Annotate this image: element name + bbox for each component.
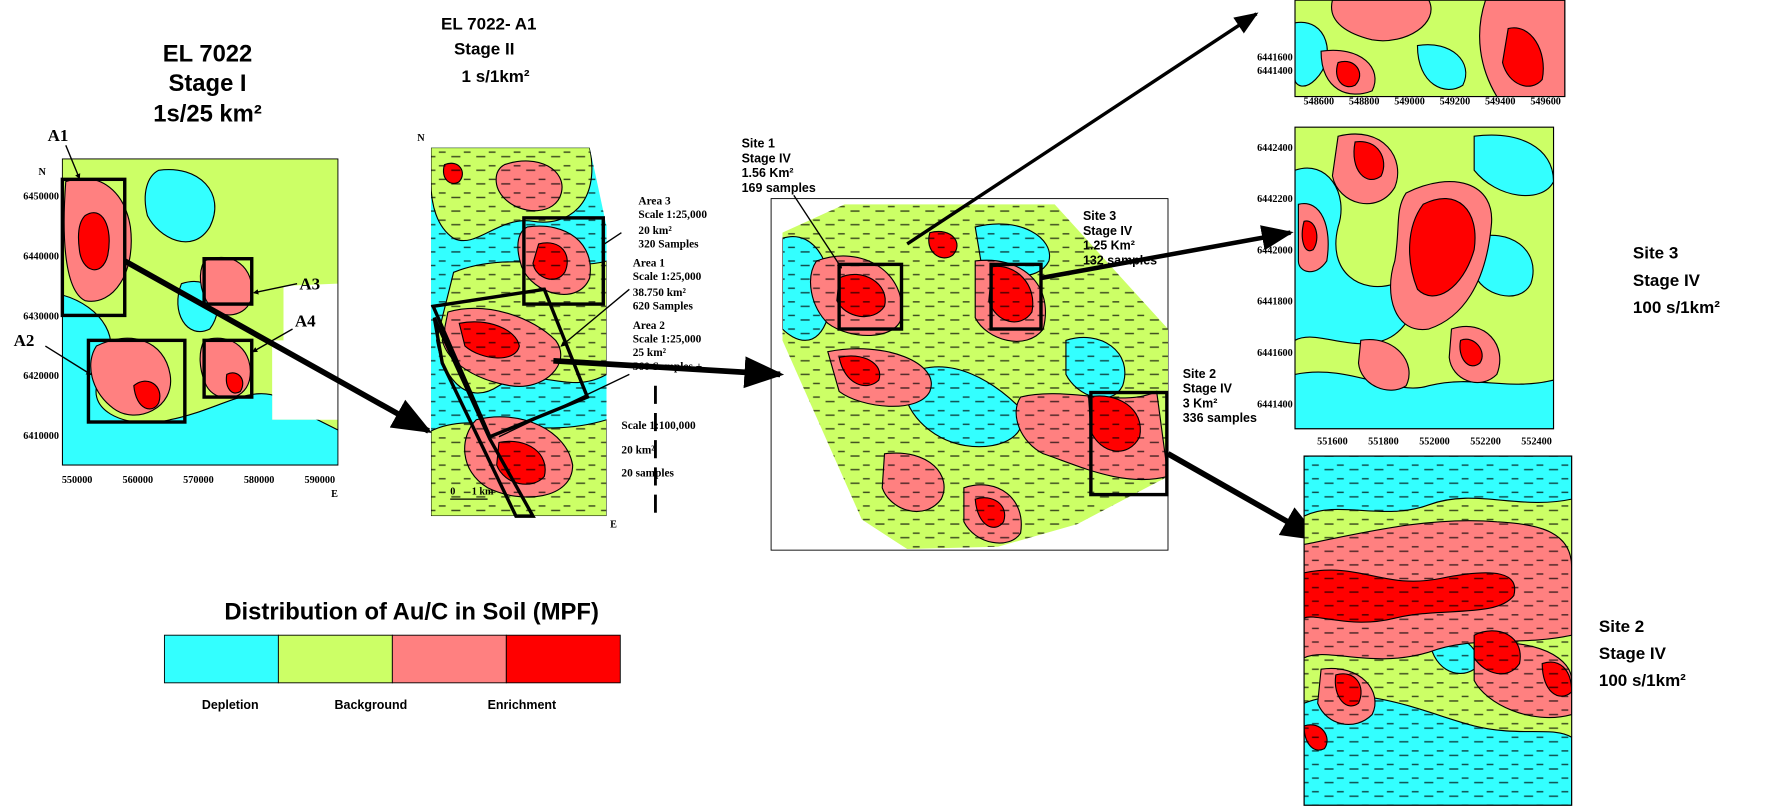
x-tick-label: 551800: [1368, 437, 1399, 448]
stage1-title: 1s/25 km²: [153, 101, 262, 128]
site-label: Site 3: [1083, 209, 1116, 223]
site-label: Site 1: [742, 137, 775, 151]
stage2-title: Stage II: [454, 40, 514, 59]
east-label: E: [610, 519, 617, 530]
area-note: Scale 1:100,000: [621, 420, 696, 432]
site-label: 1.25 Km²: [1083, 239, 1135, 253]
legend-swatch: [163, 634, 279, 684]
stage1-title: Stage I: [169, 70, 247, 97]
x-tick-label: 549400: [1485, 96, 1516, 107]
x-tick-label: 580000: [244, 475, 275, 486]
area-note: Area 3: [638, 195, 671, 207]
east-label: E: [331, 489, 338, 500]
stage1-title: EL 7022: [163, 40, 253, 67]
area-note: 620 Samples: [633, 301, 694, 313]
site-label: 132 samples: [1083, 253, 1157, 267]
site1-map: [1294, 0, 1565, 97]
axis-ticks: 550000 560000 570000 580000 590000 6410000 642…: [23, 52, 1561, 486]
y-tick-label: 6450000: [23, 192, 59, 203]
stage2-title: 1 s/1km²: [462, 67, 530, 86]
area-note: 20 km²: [638, 225, 672, 237]
legend: Depletion Background Enrichment: [163, 634, 621, 712]
scale-bar-label: 1 km: [472, 487, 494, 498]
site-label: 169 samples: [742, 181, 816, 195]
area-label: A2: [14, 331, 35, 350]
area-label: A4: [295, 312, 316, 331]
area-note: 20 samples: [621, 467, 674, 479]
y-tick-label: 6441400: [1257, 66, 1293, 77]
scale-bar-label: 0: [450, 487, 455, 498]
legend-label: Depletion: [202, 698, 259, 712]
site-label: Site 2: [1183, 367, 1216, 381]
legend-swatch: [505, 634, 621, 684]
x-tick-label: 552000: [1419, 437, 1450, 448]
y-tick-label: 6441400: [1257, 399, 1293, 410]
y-tick-label: 6442400: [1257, 143, 1293, 154]
x-tick-label: 552200: [1470, 437, 1501, 448]
x-tick-label: 551600: [1317, 437, 1348, 448]
site-map-label: 100 s/1km²: [1633, 298, 1720, 317]
y-tick-label: 6440000: [23, 252, 59, 263]
x-tick-label: 549200: [1440, 96, 1471, 107]
x-tick-label: 548800: [1349, 96, 1380, 107]
area-note: Area 1: [633, 258, 666, 270]
area-note: Scale 1:25,000: [633, 334, 702, 346]
site-map-label: 100 s/1km²: [1605, 0, 1692, 2]
area-note: 38.750 km²: [633, 287, 687, 299]
y-tick-label: 6420000: [23, 371, 59, 382]
x-tick-label: 549000: [1394, 96, 1425, 107]
north-label: N: [417, 133, 425, 144]
y-tick-label: 6442000: [1257, 246, 1293, 257]
y-tick-label: 6441600: [1257, 52, 1293, 63]
site-map-label: Stage IV: [1633, 271, 1701, 290]
site-label: 1.56 Km²: [742, 166, 794, 180]
y-tick-label: 6430000: [23, 311, 59, 322]
y-tick-label: 6410000: [23, 431, 59, 442]
stage2-title: EL 7022- A1: [441, 15, 536, 34]
x-tick-label: 549600: [1530, 96, 1561, 107]
x-tick-label: 548600: [1304, 96, 1335, 107]
legend-title: Distribution of Au/C in Soil (MPF): [224, 598, 599, 625]
area-label: A1: [48, 126, 69, 145]
site-label: Stage IV: [742, 151, 792, 165]
site-label: 336 samples: [1183, 411, 1257, 425]
legend-swatch: [391, 634, 507, 684]
x-tick-label: 552400: [1521, 437, 1552, 448]
x-tick-label: 590000: [304, 475, 335, 486]
site3-map: [1294, 127, 1554, 429]
y-tick-label: 6442200: [1257, 194, 1293, 205]
legend-label: Enrichment: [488, 698, 557, 712]
x-tick-label: 560000: [122, 475, 153, 486]
area-note: Scale 1:25,000: [633, 271, 702, 283]
site-map-label: 100 s/1km²: [1599, 671, 1686, 690]
site-label: Stage IV: [1183, 382, 1233, 396]
area-note: 25 km²: [633, 347, 667, 359]
area-note: Area 2: [633, 320, 666, 332]
site-map-label: Stage IV: [1599, 644, 1667, 663]
y-tick-label: 6441600: [1257, 348, 1293, 359]
area-label: A3: [299, 274, 320, 293]
area-note: 320 Samples: [638, 238, 699, 250]
area-note: 20 km²: [621, 445, 655, 457]
site-label: Stage IV: [1083, 224, 1133, 238]
x-tick-label: 550000: [62, 475, 93, 486]
site-label: 3 Km²: [1183, 396, 1218, 410]
north-label: N: [39, 167, 47, 178]
x-tick-label: 570000: [183, 475, 214, 486]
area-note: Scale 1:25,000: [638, 209, 707, 221]
site-map-label: Site 3: [1633, 244, 1678, 263]
y-tick-label: 6441800: [1257, 297, 1293, 308]
site-map-label: Site 2: [1599, 617, 1644, 636]
legend-label: Background: [335, 698, 408, 712]
legend-swatch: [277, 634, 393, 684]
